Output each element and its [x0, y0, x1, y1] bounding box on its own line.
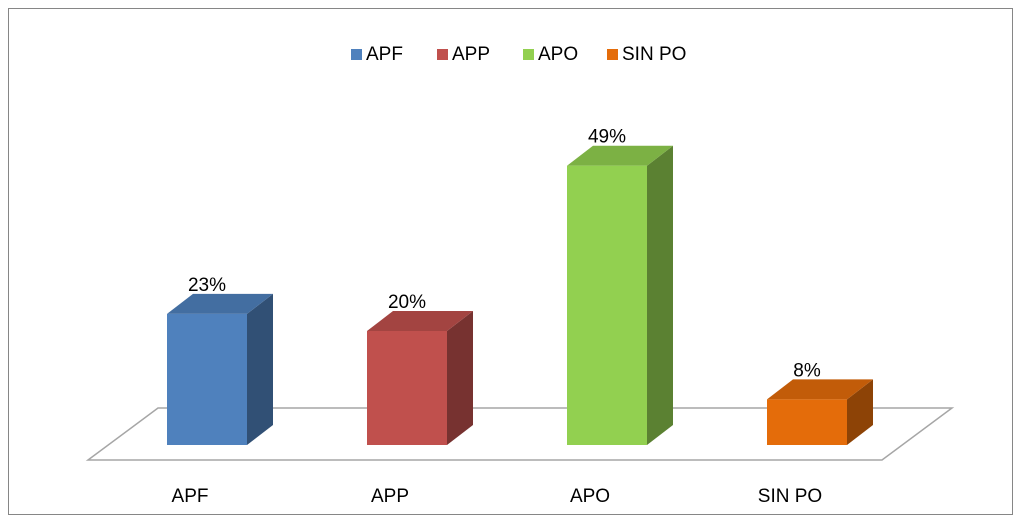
- chart-frame: [8, 8, 1013, 515]
- legend-swatch: [523, 49, 534, 60]
- bar-side: [647, 145, 673, 445]
- floor: [85, 407, 955, 461]
- legend-label: SIN PO: [622, 44, 686, 65]
- data-label: 8%: [793, 360, 821, 381]
- bar: [567, 165, 647, 445]
- bar-top: [567, 145, 673, 166]
- x-tick-label: SIN PO: [758, 486, 822, 507]
- x-tick-label: APO: [570, 486, 610, 507]
- bar-side: [247, 293, 273, 445]
- legend-label: APO: [538, 44, 578, 65]
- bar-side: [447, 311, 473, 445]
- data-label: 20%: [388, 292, 426, 313]
- legend-swatch: [437, 49, 448, 60]
- legend-swatch: [607, 49, 618, 60]
- bar-top: [367, 311, 473, 331]
- legend-swatch: [351, 49, 362, 60]
- bar-top: [167, 293, 273, 314]
- data-label: 23%: [188, 275, 226, 296]
- bar: [367, 331, 447, 445]
- bar-top: [767, 379, 873, 400]
- x-tick-label: APP: [371, 486, 409, 507]
- legend-label: APF: [366, 44, 403, 65]
- legend-label: APP: [452, 44, 490, 65]
- bar-side: [847, 379, 873, 445]
- data-label: 49%: [588, 127, 626, 148]
- x-tick-label: APF: [172, 486, 209, 507]
- bar: [767, 399, 847, 445]
- bar: [167, 313, 247, 445]
